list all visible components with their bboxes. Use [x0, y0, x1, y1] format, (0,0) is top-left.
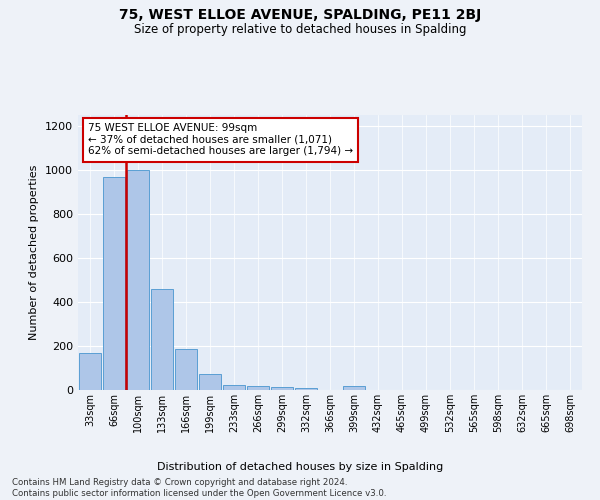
- Bar: [151, 289, 173, 390]
- Text: Contains HM Land Registry data © Crown copyright and database right 2024.
Contai: Contains HM Land Registry data © Crown c…: [12, 478, 386, 498]
- Bar: [199, 374, 221, 390]
- Text: Distribution of detached houses by size in Spalding: Distribution of detached houses by size …: [157, 462, 443, 472]
- Bar: [127, 170, 149, 390]
- Bar: [103, 176, 125, 390]
- Bar: [271, 387, 293, 390]
- Bar: [175, 350, 197, 390]
- Bar: [79, 352, 101, 390]
- Bar: [247, 386, 269, 390]
- Text: 75 WEST ELLOE AVENUE: 99sqm
← 37% of detached houses are smaller (1,071)
62% of : 75 WEST ELLOE AVENUE: 99sqm ← 37% of det…: [88, 123, 353, 156]
- Bar: [343, 386, 365, 390]
- Text: 75, WEST ELLOE AVENUE, SPALDING, PE11 2BJ: 75, WEST ELLOE AVENUE, SPALDING, PE11 2B…: [119, 8, 481, 22]
- Y-axis label: Number of detached properties: Number of detached properties: [29, 165, 40, 340]
- Text: Size of property relative to detached houses in Spalding: Size of property relative to detached ho…: [134, 22, 466, 36]
- Bar: [295, 388, 317, 390]
- Bar: [223, 384, 245, 390]
